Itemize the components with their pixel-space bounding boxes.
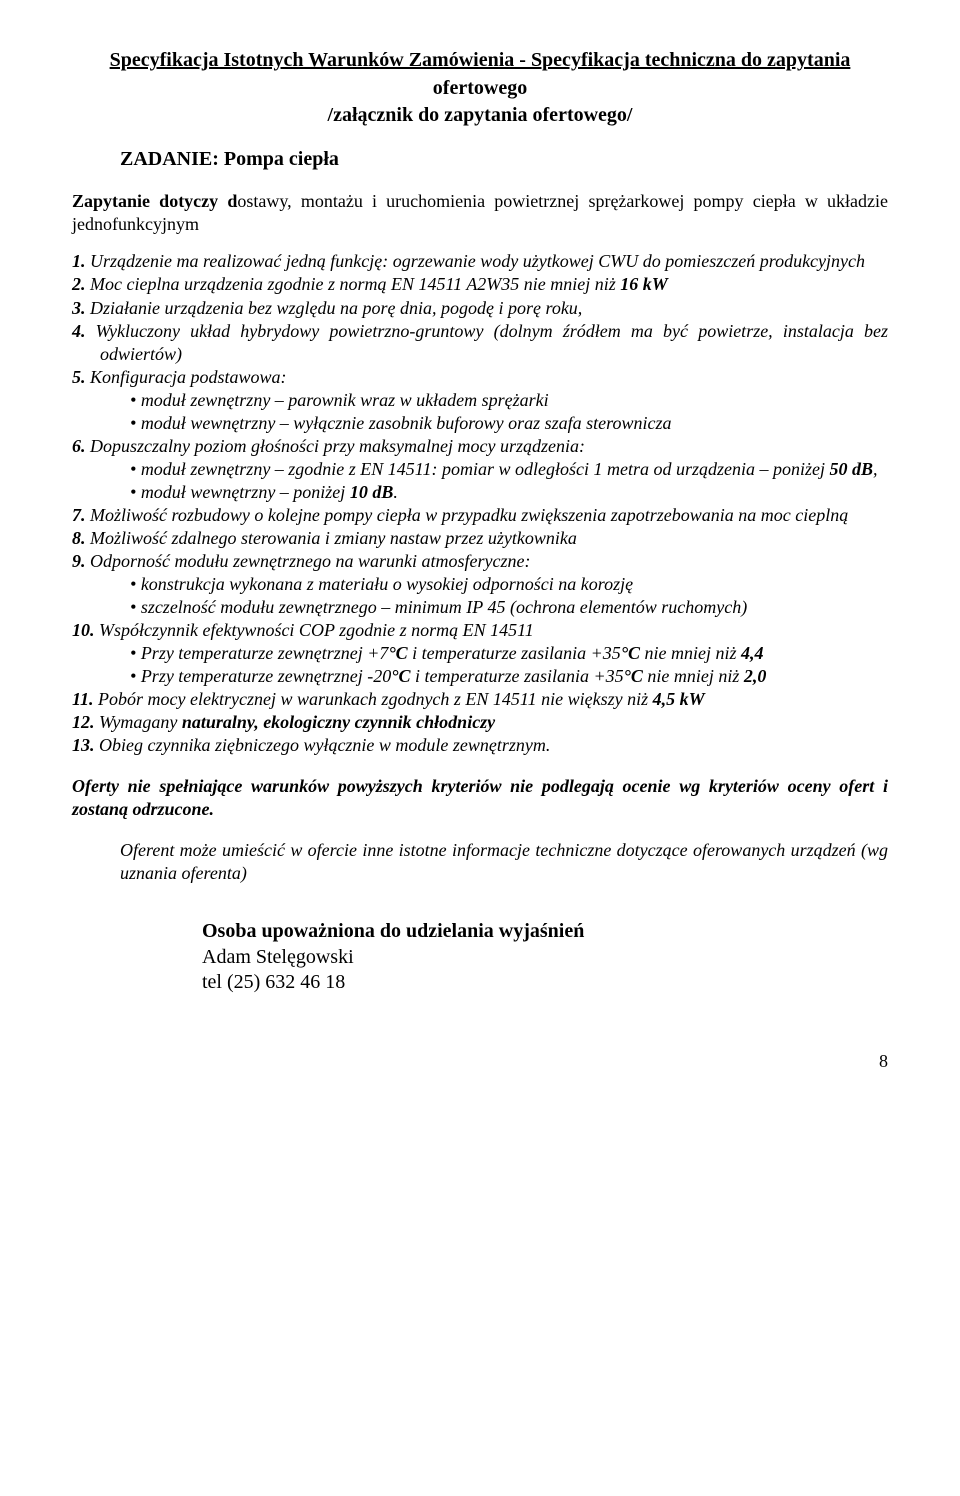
bullet-bold: 50 dB: [829, 459, 873, 479]
intro-lead: Zapytanie dotyczy d: [72, 191, 237, 211]
spec-text: Działanie urządzenia bez względu na porę…: [90, 298, 582, 318]
spec-item-5: Konfiguracja podstawowa: moduł zewnętrzn…: [72, 366, 888, 435]
spec-bold: 16 kW: [620, 274, 668, 294]
list-item: konstrukcja wykonana z materiału o wysok…: [130, 573, 888, 596]
bullet-text: Przy temperaturze zewnętrznej +7: [141, 643, 389, 663]
bullet-text: moduł zewnętrzny – parownik wraz w układ…: [141, 390, 549, 410]
signature-block: Osoba upoważniona do udzielania wyjaśnie…: [202, 919, 888, 996]
bullet-text: moduł wewnętrzny – wyłącznie zasobnik bu…: [141, 413, 672, 433]
bullet-text: szczelność modułu zewnętrznego – minimum…: [141, 597, 747, 617]
spec-text: Wymagany: [99, 712, 182, 732]
spec-text: Możliwość rozbudowy o kolejne pompy ciep…: [90, 505, 848, 525]
bullet-text: konstrukcja wykonana z materiału o wysok…: [141, 574, 633, 594]
doc-subtitle: ofertowego: [72, 76, 888, 102]
spec-bold: 4,5 kW: [653, 689, 705, 709]
bullet-text: moduł zewnętrzny – zgodnie z EN 14511: p…: [141, 459, 830, 479]
spec-text: Konfiguracja podstawowa:: [90, 367, 287, 387]
spec-text: Możliwość zdalnego sterowania i zmiany n…: [90, 528, 577, 548]
bullet-bold: 2,0: [744, 666, 767, 686]
spec-item-4: Wykluczony układ hybrydowy powietrzno-gr…: [72, 320, 888, 366]
spec-text: Wykluczony układ hybrydowy powietrzno-gr…: [96, 321, 888, 364]
spec-item-8: Możliwość zdalnego sterowania i zmiany n…: [72, 527, 888, 550]
bullet-bold: °C: [388, 643, 407, 663]
spec-list: Urządzenie ma realizować jedną funkcję: …: [72, 250, 888, 757]
bullet-text: nie mniej niż: [643, 666, 744, 686]
rejection-note: Oferty nie spełniające warunków powyższy…: [72, 775, 888, 821]
bullet-text: nie mniej niż: [640, 643, 741, 663]
spec-item-13: Obieg czynnika ziębniczego wyłącznie w m…: [72, 734, 888, 757]
intro-paragraph: Zapytanie dotyczy dostawy, montażu i uru…: [72, 190, 888, 236]
spec-item-12: Wymagany naturalny, ekologiczny czynnik …: [72, 711, 888, 734]
task-heading: ZADANIE: Pompa ciepła: [120, 147, 888, 173]
spec-text: Obieg czynnika ziębniczego wyłącznie w m…: [99, 735, 550, 755]
bullet-bold: 4,4: [741, 643, 764, 663]
spec-item-1: Urządzenie ma realizować jedną funkcję: …: [72, 250, 888, 273]
offer-note: Oferent może umieścić w ofercie inne ist…: [120, 839, 888, 885]
doc-attachment: /załącznik do zapytania ofertowego/: [72, 103, 888, 129]
signature-heading: Osoba upoważniona do udzielania wyjaśnie…: [202, 919, 888, 945]
list-item: Przy temperaturze zewnętrznej -20°C i te…: [130, 665, 888, 688]
spec-item-3: Działanie urządzenia bez względu na porę…: [72, 297, 888, 320]
spec-item-2: Moc cieplna urządzenia zgodnie z normą E…: [72, 273, 888, 296]
spec-item-6: Dopuszczalny poziom głośności przy maksy…: [72, 435, 888, 504]
list-item: moduł zewnętrzny – parownik wraz w układ…: [130, 389, 888, 412]
spec-bold: naturalny, ekologiczny czynnik chłodnicz…: [182, 712, 495, 732]
bullet-bold: °C: [624, 666, 643, 686]
bullet-text: i temperaturze zasilania +35: [408, 643, 621, 663]
list-item: moduł zewnętrzny – zgodnie z EN 14511: p…: [130, 458, 888, 481]
bullet-text: .: [393, 482, 398, 502]
spec-item-11: Pobór mocy elektrycznej w warunkach zgod…: [72, 688, 888, 711]
spec-text: Moc cieplna urządzenia zgodnie z normą E…: [90, 274, 620, 294]
spec-text: Odporność modułu zewnętrznego na warunki…: [90, 551, 530, 571]
spec-item-7: Możliwość rozbudowy o kolejne pompy ciep…: [72, 504, 888, 527]
bullet-text: ,: [873, 459, 878, 479]
spec-item-10: Współczynnik efektywności COP zgodnie z …: [72, 619, 888, 688]
page-number: 8: [72, 1050, 888, 1073]
bullet-text: moduł wewnętrzny – poniżej: [141, 482, 350, 502]
spec-text: Dopuszczalny poziom głośności przy maksy…: [90, 436, 585, 456]
list-item: moduł wewnętrzny – poniżej 10 dB.: [130, 481, 888, 504]
spec-text: Pobór mocy elektrycznej w warunkach zgod…: [98, 689, 653, 709]
doc-title: Specyfikacja Istotnych Warunków Zamówien…: [72, 48, 888, 74]
list-item: szczelność modułu zewnętrznego – minimum…: [130, 596, 888, 619]
spec-text: Urządzenie ma realizować jedną funkcję: …: [90, 251, 865, 271]
bullet-text: i temperaturze zasilania +35: [411, 666, 624, 686]
bullet-text: Przy temperaturze zewnętrznej -20: [141, 666, 391, 686]
spec-text: Współczynnik efektywności COP zgodnie z …: [99, 620, 534, 640]
bullet-list: moduł zewnętrzny – parownik wraz w układ…: [130, 389, 888, 435]
signature-name: Adam Stelęgowski: [202, 945, 888, 971]
spec-item-9: Odporność modułu zewnętrznego na warunki…: [72, 550, 888, 619]
bullet-bold: °C: [391, 666, 410, 686]
bullet-list: Przy temperaturze zewnętrznej +7°C i tem…: [130, 642, 888, 688]
bullet-bold: °C: [621, 643, 640, 663]
bullet-bold: 10 dB: [350, 482, 394, 502]
list-item: moduł wewnętrzny – wyłącznie zasobnik bu…: [130, 412, 888, 435]
list-item: Przy temperaturze zewnętrznej +7°C i tem…: [130, 642, 888, 665]
bullet-list: moduł zewnętrzny – zgodnie z EN 14511: p…: [130, 458, 888, 504]
signature-tel: tel (25) 632 46 18: [202, 970, 888, 996]
bullet-list: konstrukcja wykonana z materiału o wysok…: [130, 573, 888, 619]
